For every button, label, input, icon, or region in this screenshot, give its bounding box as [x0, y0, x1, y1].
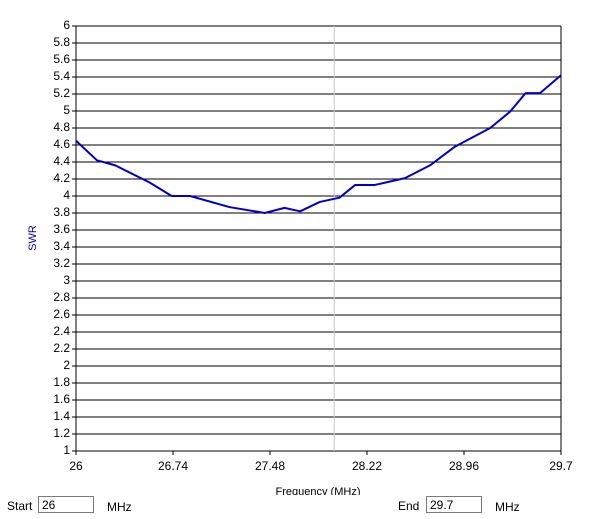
y-tick-label: 4.8	[53, 120, 70, 134]
x-tick-label: 26	[69, 459, 83, 473]
x-tick-label: 28.22	[352, 459, 382, 473]
y-tick-label: 5.6	[53, 52, 70, 66]
x-tick-label: 27.48	[255, 459, 285, 473]
y-tick-label: 1.8	[53, 375, 70, 389]
y-tick-label: 2	[63, 358, 70, 372]
y-tick-label: 2.4	[53, 324, 70, 338]
y-tick-label: 3.2	[53, 256, 70, 270]
end-unit: MHz	[495, 500, 520, 514]
y-tick-label: 4.6	[53, 137, 70, 151]
y-tick-label: 5.8	[53, 35, 70, 49]
y-tick-label: 3.8	[53, 205, 70, 219]
y-tick-label: 1	[63, 443, 70, 457]
y-tick-label: 1.2	[53, 426, 70, 440]
y-tick-label: 3.4	[53, 239, 70, 253]
y-tick-label: 3	[63, 273, 70, 287]
y-axis-label: SWR	[27, 225, 39, 251]
x-tick-label: 26.74	[158, 459, 188, 473]
y-tick-label: 1.4	[53, 409, 70, 423]
y-tick-label: 1.6	[53, 392, 70, 406]
y-tick-label: 2.6	[53, 307, 70, 321]
y-tick-label: 6	[63, 18, 70, 32]
y-tick-label: 3.6	[53, 222, 70, 236]
x-tick-label: 29.7	[549, 459, 573, 473]
end-label: End	[398, 499, 420, 513]
y-tick-label: 4.4	[53, 154, 70, 168]
y-tick-label: 4.2	[53, 171, 70, 185]
y-tick-label: 2.8	[53, 290, 70, 304]
chart: SWR Frequency (MHz) 1 1.2 1.4 1.6 1.8 2 2.2 2.4…	[27, 18, 573, 498]
y-tick-label: 4	[63, 188, 70, 202]
swr-line	[75, 74, 562, 214]
x-axis-label: Frequency (MHz)	[276, 486, 361, 495]
y-tick-label: 2.2	[53, 341, 70, 355]
start-input[interactable]: 26	[38, 496, 94, 513]
start-label: Start	[7, 499, 33, 513]
x-tick-label: 28.96	[449, 459, 479, 473]
y-tick-label: 5.4	[53, 69, 70, 83]
start-unit: MHz	[107, 500, 132, 514]
y-tick-label: 5	[63, 103, 70, 117]
y-tick-label: 5.2	[53, 86, 70, 100]
end-input[interactable]: 29.7	[426, 496, 482, 513]
